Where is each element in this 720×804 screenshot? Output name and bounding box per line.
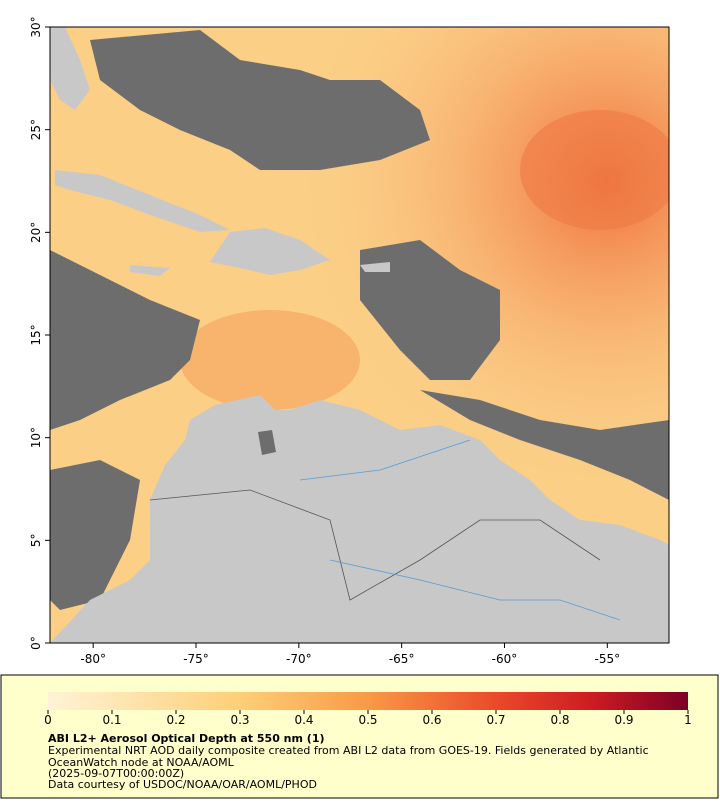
colorbar-tick-label: 0.5 [358, 713, 377, 727]
colorbar [48, 692, 688, 710]
y-tick-label: 30° [29, 16, 43, 37]
x-tick-label: -80° [80, 652, 106, 666]
y-tick-label: 5° [29, 534, 43, 548]
colorbar-tick-label: 0.8 [550, 713, 569, 727]
x-tick-label: -70° [286, 652, 312, 666]
colorbar-tick-label: 0.4 [294, 713, 313, 727]
x-tick-label: -60° [492, 652, 518, 666]
colorbar-tick-label: 0.3 [230, 713, 249, 727]
colorbar-tick-label: 0.7 [486, 713, 505, 727]
colorbar-tick-label: 1 [684, 713, 692, 727]
colorbar-tick-label: 0.1 [102, 713, 121, 727]
y-tick-label: 25° [29, 119, 43, 140]
colorbar-tick-label: 0 [44, 713, 52, 727]
x-tick-label: -75° [183, 652, 209, 666]
legend-line: Experimental NRT AOD daily composite cre… [48, 744, 649, 757]
colorbar-tick-label: 0.9 [614, 713, 633, 727]
y-tick-label: 15° [29, 324, 43, 345]
colorbar-tick-label: 0.6 [422, 713, 441, 727]
legend-title: ABI L2+ Aerosol Optical Depth at 550 nm … [48, 732, 325, 745]
legend-line: (2025-09-07T00:00:00Z) [48, 767, 184, 780]
legend-line: OceanWatch node at NOAA/AOML [48, 756, 235, 769]
y-tick-label: 20° [29, 222, 43, 243]
x-tick-label: -55° [595, 652, 621, 666]
y-tick-label: 10° [29, 427, 43, 448]
x-tick-label: -65° [389, 652, 415, 666]
y-tick-label: 0° [29, 636, 43, 650]
colorbar-tick-label: 0.2 [166, 713, 185, 727]
legend-line: Data courtesy of USDOC/NOAA/OAR/AOML/PHO… [48, 778, 317, 791]
map-image [50, 27, 669, 643]
